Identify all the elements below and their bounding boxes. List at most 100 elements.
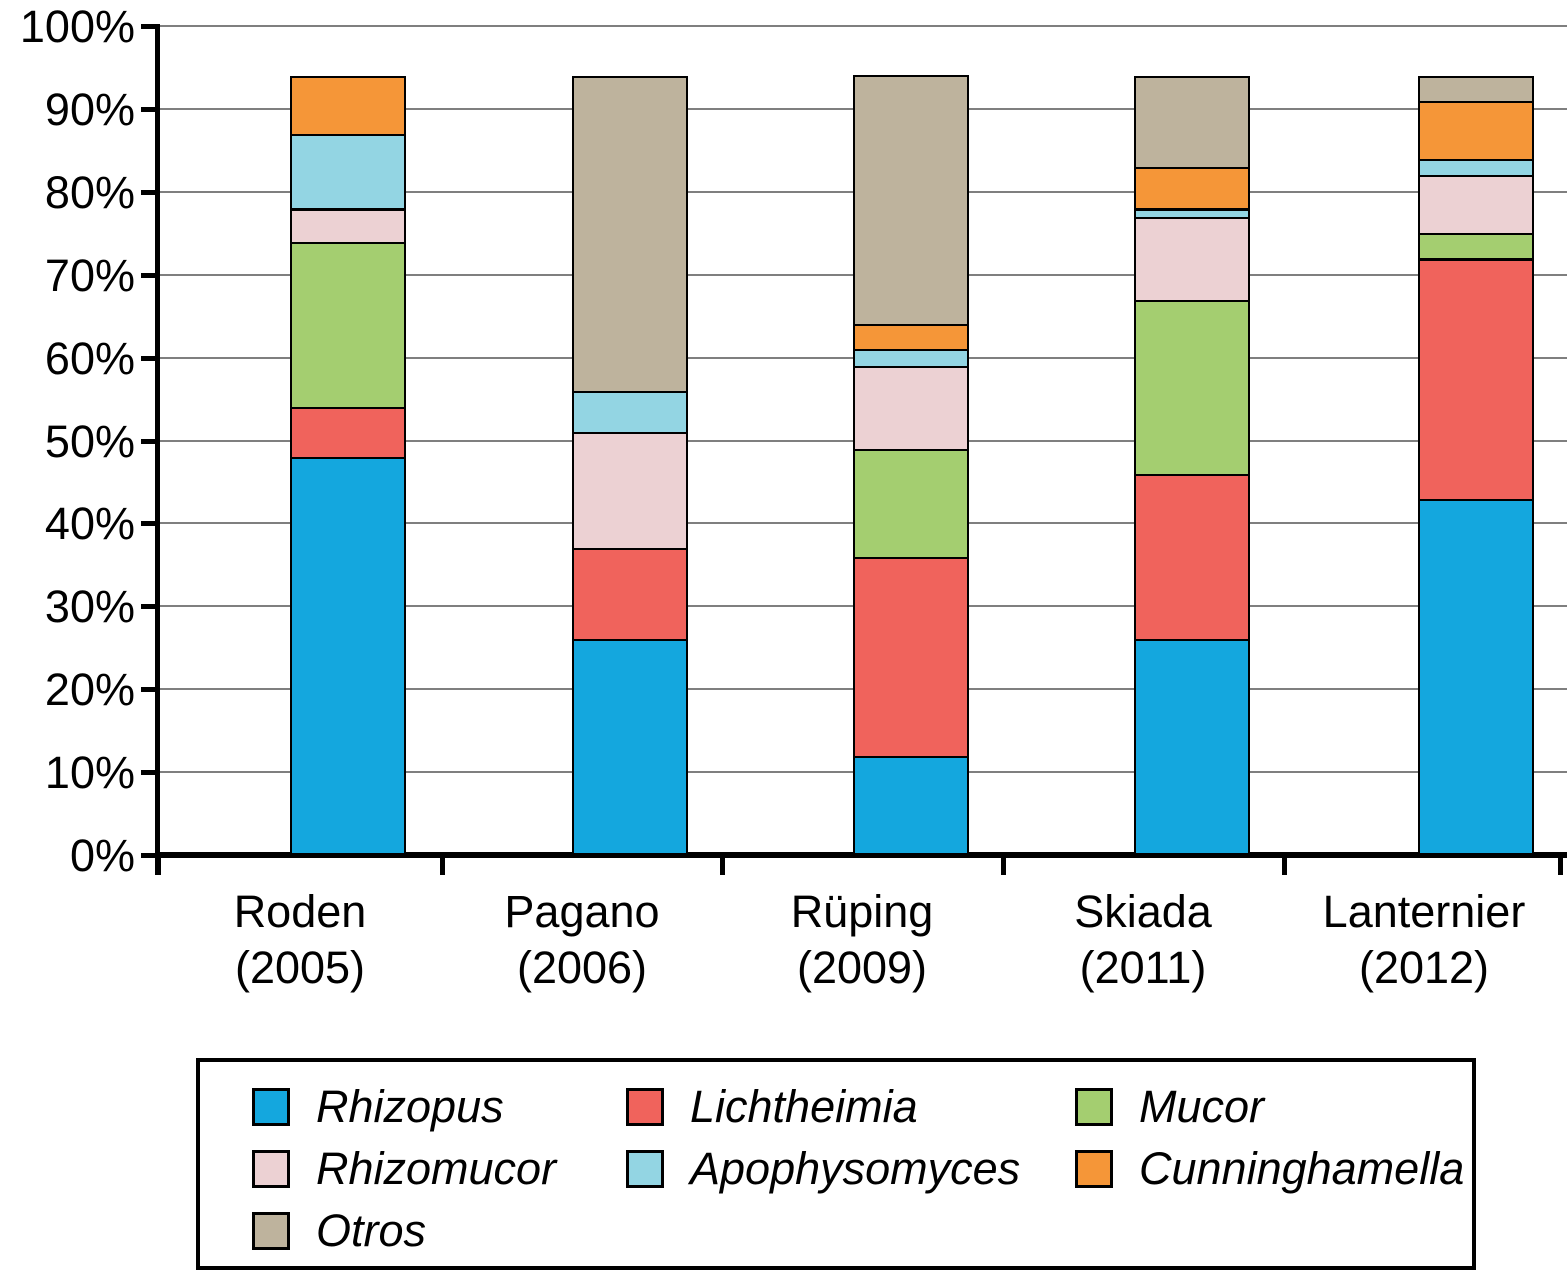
y-axis-tick-90 [141,106,158,112]
segment-cunninghamella [1134,167,1250,210]
y-tick-label-50: 50% [44,415,135,467]
segment-otros [1418,76,1534,103]
x-category-label-line1: Roden [233,886,367,937]
segment-cunninghamella [290,76,406,136]
segment-mucor [853,449,969,559]
y-tick-label-0: 0% [69,830,135,881]
x-axis-tick-3 [1001,855,1006,875]
segment-otros [1134,76,1250,169]
segment-otros [853,75,969,326]
y-tick-label-90: 90% [44,83,135,135]
segment-mucor [1418,233,1534,260]
legend-label-otros: Otros [316,1205,427,1256]
legend-item-rhizomucor: Rhizomucor [252,1146,556,1191]
segment-lichtheimia [1134,473,1250,641]
bar-lanternier-2012 [1418,0,1534,855]
legend-swatch-lichtheimia [626,1087,664,1126]
legend-item-rhizopus: Rhizopus [252,1084,504,1129]
y-axis-tick-80 [141,189,158,195]
segment-apophysomyces [853,349,969,368]
segment-rhizopus [853,756,969,855]
y-tick-label-80: 80% [44,166,135,218]
y-tick-label-70: 70% [44,249,135,301]
segment-mucor [290,241,406,409]
x-axis-line [155,852,1567,858]
y-axis-tick-60 [141,355,158,361]
legend-label-cunninghamella: Cunninghamella [1139,1143,1465,1194]
x-category-label-line1: Lanternier [1322,886,1526,937]
y-axis-tick-40 [141,521,158,527]
x-category-label-line2: (2012) [1358,942,1490,993]
segment-rhizomucor [1134,217,1250,302]
y-tick-label-30: 30% [44,581,135,633]
segment-rhizopus [1134,639,1250,855]
x-axis-tick-5 [1558,855,1563,875]
segment-rhizomucor [1418,175,1534,235]
y-axis-tick-10 [141,770,158,776]
legend-item-lichtheimia: Lichtheimia [626,1084,918,1129]
legend-swatch-mucor [1075,1087,1113,1126]
legend-label-lichtheimia: Lichtheimia [690,1081,918,1132]
segment-lichtheimia [290,407,406,459]
segment-otros [572,76,688,393]
gridline-100 [158,25,1567,27]
x-category-label-line2: (2009) [796,942,928,993]
legend-item-cunninghamella: Cunninghamella [1075,1146,1464,1191]
x-category-label-skiada-2011: Skiada (2011) [983,884,1303,996]
y-axis-tick-30 [141,604,158,610]
y-tick-label-60: 60% [44,332,135,384]
bar-skiada-2011 [1134,0,1250,855]
y-axis-line [155,24,160,875]
x-axis-tick-2 [720,855,725,875]
segment-rhizomucor [572,432,688,550]
segment-apophysomyces [290,133,406,210]
x-axis-tick-1 [440,855,445,875]
segment-rhizomucor [290,209,406,244]
y-axis-tick-0 [141,853,158,858]
segment-rhizopus [1418,499,1534,855]
legend-swatch-otros [252,1211,290,1250]
segment-lichtheimia [853,557,969,758]
x-category-label-line2: (2006) [516,942,648,993]
segment-lichtheimia [572,548,688,641]
legend-label-mucor: Mucor [1139,1081,1265,1132]
x-category-label-line2: (2005) [234,942,366,993]
legend-label-rhizomucor: Rhizomucor [316,1143,557,1194]
x-axis-tick-0 [156,855,161,875]
y-tick-label-40: 40% [44,498,135,550]
x-category-label-line1: Rüping [790,886,934,937]
legend-item-apophysomyces: Apophysomyces [626,1146,1020,1191]
y-tick-label-20: 20% [44,664,135,716]
y-tick-label-100: 100% [19,1,135,52]
x-category-label-pagano-2006: Pagano (2006) [422,884,742,996]
segment-rhizopus [290,457,406,855]
segment-rhizomucor [853,366,969,451]
x-category-label-line2: (2011) [1079,942,1207,993]
segment-cunninghamella [1418,101,1534,161]
segment-apophysomyces [1134,209,1250,219]
segment-cunninghamella [853,324,969,351]
y-axis-tick-50 [141,438,158,444]
segment-lichtheimia [1418,259,1534,501]
x-category-label-line1: Skiada [1074,886,1212,937]
bar-pagano-2006 [572,0,688,855]
x-category-label-r-ping-2009: Rüping (2009) [702,884,1022,996]
legend-swatch-rhizomucor [252,1149,290,1188]
legend-item-otros: Otros [252,1208,426,1253]
x-axis-tick-4 [1282,855,1287,875]
y-axis-tick-20 [141,687,158,693]
legend-label-apophysomyces: Apophysomyces [690,1143,1021,1194]
segment-mucor [1134,300,1250,476]
x-category-label-lanternier-2012: Lanternier (2012) [1264,884,1567,996]
legend-item-mucor: Mucor [1075,1084,1264,1129]
legend-swatch-rhizopus [252,1087,290,1126]
y-tick-label-10: 10% [44,747,135,799]
legend-swatch-cunninghamella [1075,1149,1113,1188]
legend: Rhizopus Lichtheimia Mucor Rhizomucor Apophy… [196,1058,1476,1270]
legend-swatch-apophysomyces [626,1149,664,1188]
y-axis-tick-100 [141,24,158,29]
segment-apophysomyces [572,391,688,434]
x-category-label-line1: Pagano [504,886,660,937]
x-category-label-roden-2005: Roden (2005) [140,884,460,996]
